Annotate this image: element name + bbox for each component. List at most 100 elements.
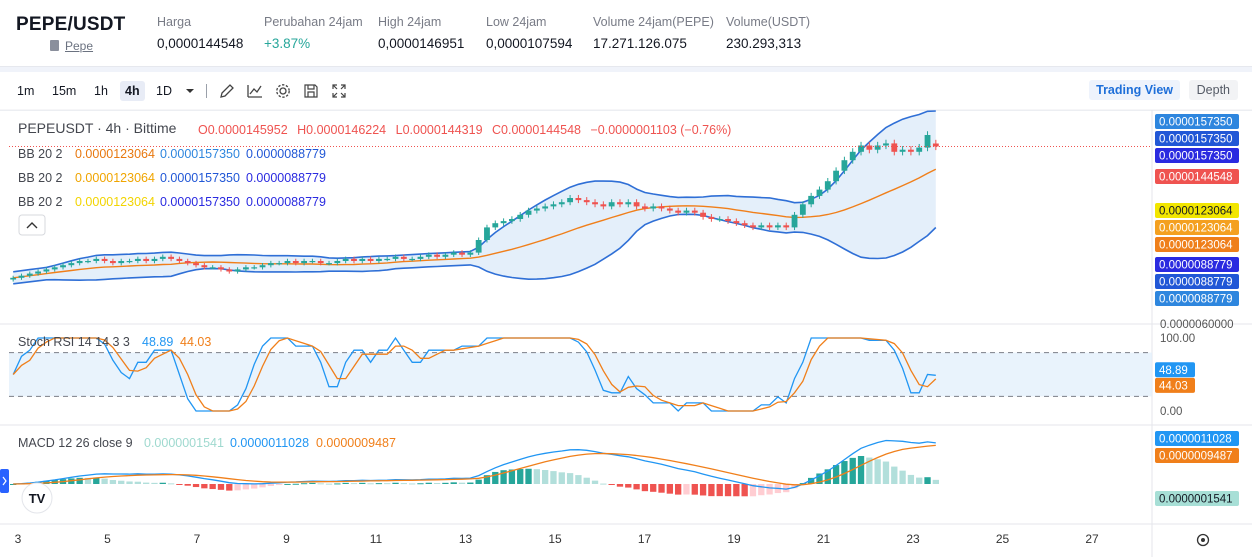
macd-hist-bar bbox=[517, 469, 524, 484]
candle bbox=[409, 258, 416, 261]
macd-hist-bar bbox=[683, 484, 690, 495]
price-badge-label: 0.0000157350 bbox=[1159, 151, 1233, 163]
macd-hist-bar bbox=[367, 483, 374, 485]
candle bbox=[60, 265, 66, 268]
time-tick: 17 bbox=[638, 532, 652, 546]
timeframe-4h[interactable]: 4h bbox=[120, 81, 145, 101]
macd-hist-bar bbox=[658, 484, 665, 493]
macd-hist-bar bbox=[783, 484, 790, 493]
svg-text:0.0000088779: 0.0000088779 bbox=[246, 195, 326, 209]
ticker-header: PEPE/USDT Pepe Harga 0,0000144548 Perubah… bbox=[0, 0, 1252, 67]
candle bbox=[10, 277, 17, 280]
candle bbox=[51, 267, 58, 270]
price-badge bbox=[1155, 257, 1239, 272]
price-badge-label: 0.0000088779 bbox=[1159, 294, 1233, 306]
stat-high: High 24jam 0,0000146951 bbox=[378, 15, 465, 51]
macd-hist-bar bbox=[118, 480, 125, 484]
candle bbox=[342, 258, 349, 261]
pair-symbol: PEPE/USDT bbox=[16, 14, 126, 35]
candle bbox=[575, 198, 582, 201]
svg-text:0.0000123064: 0.0000123064 bbox=[75, 195, 155, 209]
candle bbox=[774, 225, 781, 228]
svg-text:BB 20 2: BB 20 2 bbox=[18, 195, 63, 209]
svg-text:0.0000157350: 0.0000157350 bbox=[160, 147, 240, 161]
candle bbox=[641, 206, 648, 209]
settings-icon[interactable] bbox=[1196, 533, 1210, 547]
save-icon[interactable] bbox=[302, 82, 320, 100]
candle bbox=[899, 149, 906, 152]
depth-button[interactable]: Depth bbox=[1188, 80, 1238, 100]
macd-hist-bar bbox=[159, 482, 166, 484]
macd-hist-bar bbox=[591, 480, 599, 484]
svg-text:0.0000088779: 0.0000088779 bbox=[246, 147, 326, 161]
candle bbox=[242, 267, 249, 270]
time-tick: 5 bbox=[104, 532, 111, 546]
macd-hist-bar bbox=[541, 469, 549, 484]
timeframe-1h[interactable]: 1h bbox=[94, 84, 108, 98]
macd-hist-bar bbox=[192, 484, 200, 488]
macd-hist-bar bbox=[525, 468, 532, 484]
macd-hist-bar bbox=[766, 484, 773, 495]
price-badge-label: 0.0000157350 bbox=[1159, 117, 1233, 129]
timeframe-1d[interactable]: 1D bbox=[156, 84, 172, 98]
macd-legend: MACD 12 26 close 9 0.0000001541 0.000001… bbox=[18, 436, 396, 450]
timeframe-15m[interactable]: 15m bbox=[52, 84, 77, 98]
candle bbox=[392, 256, 399, 259]
macd-hist-bar bbox=[924, 477, 931, 484]
candle bbox=[932, 143, 939, 147]
svg-text:MACD 12 26 close 9: MACD 12 26 close 9 bbox=[18, 436, 133, 450]
candle bbox=[799, 204, 806, 215]
stoch-badge bbox=[1155, 362, 1195, 378]
candle bbox=[617, 202, 623, 205]
svg-text:TV: TV bbox=[29, 491, 46, 506]
candle bbox=[866, 145, 873, 150]
macd-hist-bar bbox=[384, 483, 391, 485]
collapse-legend-button[interactable] bbox=[18, 214, 46, 236]
macd-hist-bar bbox=[126, 481, 133, 484]
candle bbox=[226, 269, 233, 272]
candle bbox=[816, 189, 823, 196]
macd-hist-bar bbox=[550, 471, 557, 484]
time-tick: 21 bbox=[817, 532, 831, 546]
svg-text:0.0000157350: 0.0000157350 bbox=[160, 171, 240, 185]
candle bbox=[434, 254, 441, 257]
fullscreen-icon[interactable] bbox=[330, 82, 348, 100]
price-badge-label: 0.0000123064 bbox=[1159, 223, 1233, 235]
stat-volume-pepe: Volume 24jam(PEPE) 17.271.126.075 bbox=[593, 15, 714, 51]
candle bbox=[68, 263, 75, 266]
macd-hist-bar bbox=[275, 484, 283, 486]
bollinger-bands bbox=[13, 110, 937, 285]
macd-hist-bar bbox=[300, 483, 308, 485]
pencil-icon[interactable] bbox=[218, 82, 236, 100]
indicator-icon[interactable] bbox=[246, 82, 264, 100]
macd-hist-bar bbox=[151, 482, 158, 484]
bb-legend-row: BB 20 2 0.0000123064 0.0000157350 0.0000… bbox=[18, 195, 326, 209]
candle bbox=[874, 145, 881, 150]
time-axis: 3 5 7 9 11 13 15 17 19 21 23 25 27 bbox=[15, 532, 1099, 546]
candle bbox=[791, 214, 798, 228]
gear-icon[interactable] bbox=[274, 82, 292, 100]
macd-hist-bar bbox=[217, 484, 225, 490]
macd-hist-bar bbox=[857, 456, 865, 484]
candle bbox=[633, 202, 640, 207]
svg-text:Stoch RSI 14 14 3 3: Stoch RSI 14 14 3 3 bbox=[18, 335, 130, 349]
svg-text:0.0000157350: 0.0000157350 bbox=[160, 195, 240, 209]
macd-hist-bar bbox=[575, 475, 582, 484]
chevron-down-icon[interactable] bbox=[181, 82, 199, 100]
candle bbox=[367, 258, 374, 261]
candle bbox=[484, 227, 490, 240]
trading-view-button[interactable]: Trading View bbox=[1089, 80, 1180, 100]
coin-name[interactable]: Pepe bbox=[50, 39, 93, 53]
svg-text:0.0000123064: 0.0000123064 bbox=[75, 147, 155, 161]
macd-hist-bar bbox=[167, 483, 175, 485]
svg-text:BB 20 2: BB 20 2 bbox=[18, 147, 63, 161]
candle bbox=[159, 256, 166, 259]
side-panel-toggle[interactable] bbox=[0, 469, 9, 493]
candle bbox=[234, 269, 241, 272]
svg-text:0.0000009487: 0.0000009487 bbox=[316, 436, 396, 450]
price-axis: 0.00001400000.00000600000.00001573500.00… bbox=[1155, 114, 1239, 331]
timeframe-1m[interactable]: 1m bbox=[17, 84, 35, 98]
time-tick: 3 bbox=[15, 532, 22, 546]
candle bbox=[608, 202, 615, 207]
